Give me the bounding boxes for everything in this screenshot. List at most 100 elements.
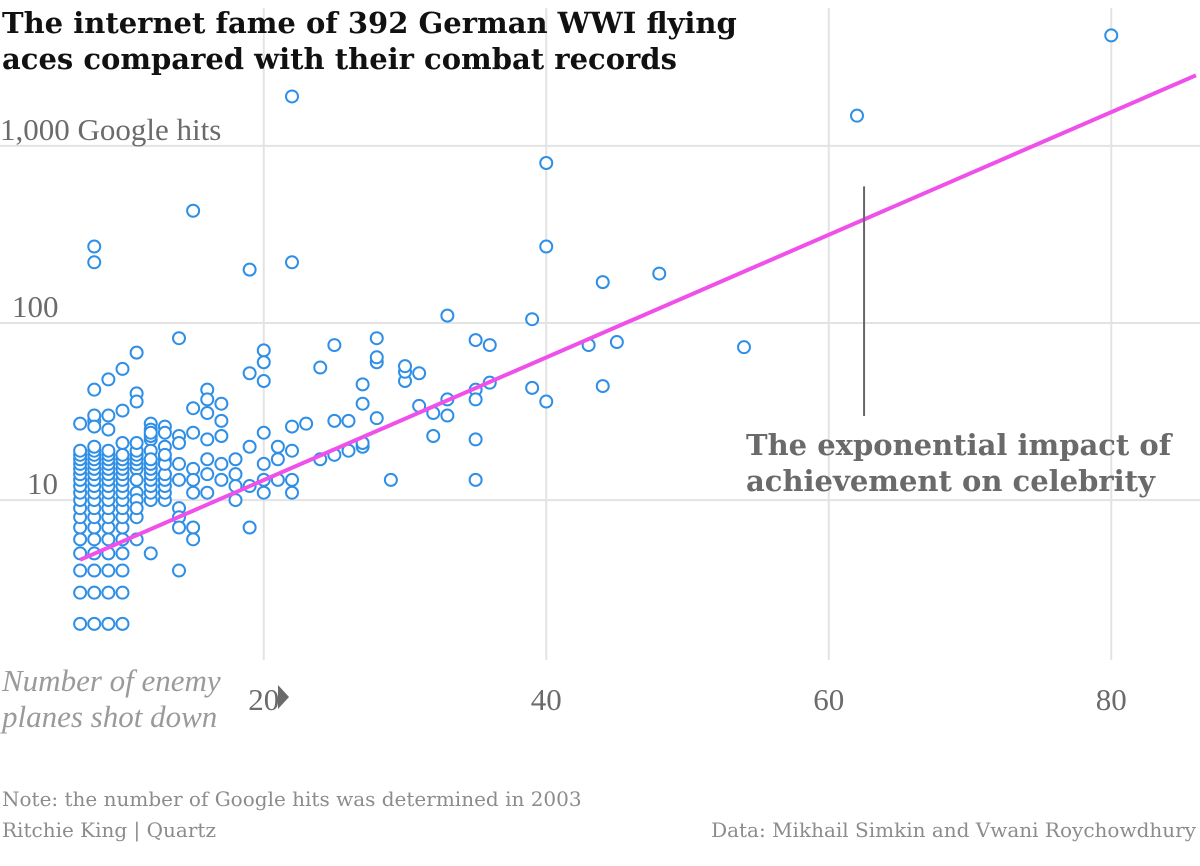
x-axis-label-line-2: planes shot down — [0, 699, 217, 734]
data-point — [426, 428, 441, 443]
y-tick-100: 100 — [12, 289, 59, 324]
data-point — [327, 413, 342, 428]
data-point — [115, 616, 130, 631]
data-point — [1104, 28, 1119, 43]
data-point — [256, 355, 271, 370]
data-points — [73, 28, 1119, 631]
data-point — [172, 435, 186, 450]
data-point — [299, 416, 314, 431]
data-point — [539, 394, 554, 409]
data-point — [115, 585, 130, 600]
data-point — [369, 350, 384, 365]
data-point — [73, 616, 88, 631]
data-point — [87, 419, 102, 434]
y-tick-1000: 1,000 Google hits — [0, 112, 221, 147]
data-point — [242, 439, 257, 454]
data-point — [228, 467, 243, 482]
y-tick-10: 10 — [27, 466, 58, 501]
data-point — [539, 239, 554, 254]
y-gridlines — [0, 144, 1200, 502]
data-point — [200, 485, 215, 500]
data-point — [412, 366, 427, 381]
data-point — [256, 374, 271, 389]
data-point — [186, 472, 201, 487]
data-point — [172, 456, 186, 471]
data-point — [87, 616, 102, 631]
data-point — [157, 447, 172, 462]
footer-note: Note: the number of Google hits was dete… — [2, 787, 582, 811]
data-point — [115, 563, 130, 578]
data-point — [129, 345, 144, 360]
data-point — [186, 203, 201, 218]
data-point — [468, 432, 483, 447]
data-point — [87, 532, 102, 547]
data-point — [186, 425, 201, 440]
data-point — [341, 413, 356, 428]
trend-line — [79, 73, 1197, 562]
data-point — [186, 485, 201, 500]
data-point — [256, 343, 271, 358]
data-point — [200, 432, 215, 447]
data-point — [609, 335, 624, 350]
data-point — [172, 331, 186, 346]
data-point — [285, 419, 299, 434]
y-tick-labels: 10 100 1,000 Google hits — [0, 112, 221, 501]
data-point — [285, 472, 299, 487]
data-point — [355, 396, 370, 411]
data-point — [214, 396, 229, 411]
data-point — [143, 425, 158, 440]
data-point — [468, 333, 483, 348]
data-point — [440, 408, 455, 423]
x-tick-labels: 20 40 60 80 — [248, 682, 1127, 717]
data-point — [285, 443, 299, 458]
data-point — [172, 520, 186, 535]
data-point — [383, 472, 398, 487]
chart-title-line-1: The internet fame of 392 German WWI flyi… — [2, 6, 737, 40]
chart-title-line-2: aces compared with their combat records — [2, 42, 677, 76]
data-point — [129, 435, 144, 450]
data-point — [214, 456, 229, 471]
data-point — [101, 372, 116, 387]
data-point — [850, 108, 864, 123]
arrow-right-icon — [278, 685, 289, 709]
data-point — [115, 361, 130, 376]
data-point — [525, 312, 540, 327]
annotation-line-2: achievement on celebrity — [746, 464, 1156, 498]
x-tick-40: 40 — [531, 682, 562, 717]
data-point — [214, 413, 229, 428]
data-point — [115, 447, 130, 462]
data-point — [525, 380, 540, 395]
data-point — [468, 392, 483, 407]
data-point — [242, 262, 257, 277]
annotation-line-1: The exponential impact of — [746, 428, 1174, 462]
data-point — [228, 452, 243, 467]
data-point — [398, 359, 412, 374]
data-point — [652, 266, 667, 281]
data-point — [101, 408, 116, 423]
data-point — [143, 452, 158, 467]
data-point — [157, 425, 172, 440]
data-point — [468, 472, 483, 487]
data-point — [129, 472, 144, 487]
data-point — [73, 443, 88, 458]
x-tick-60: 60 — [813, 682, 844, 717]
data-point — [87, 239, 102, 254]
x-tick-20: 20 — [248, 682, 279, 717]
data-point — [737, 340, 751, 355]
data-point — [73, 585, 88, 600]
data-point — [73, 563, 88, 578]
data-point — [101, 563, 116, 578]
data-point — [87, 563, 102, 578]
data-point — [440, 308, 455, 323]
data-point — [270, 439, 285, 454]
footer-credit: Ritchie King | Quartz — [2, 818, 216, 843]
data-point — [200, 452, 215, 467]
data-point — [200, 406, 215, 421]
data-point — [595, 275, 610, 290]
data-point — [87, 585, 102, 600]
data-point — [129, 501, 144, 516]
data-point — [172, 563, 186, 578]
data-point — [87, 382, 102, 397]
data-point — [327, 338, 342, 353]
